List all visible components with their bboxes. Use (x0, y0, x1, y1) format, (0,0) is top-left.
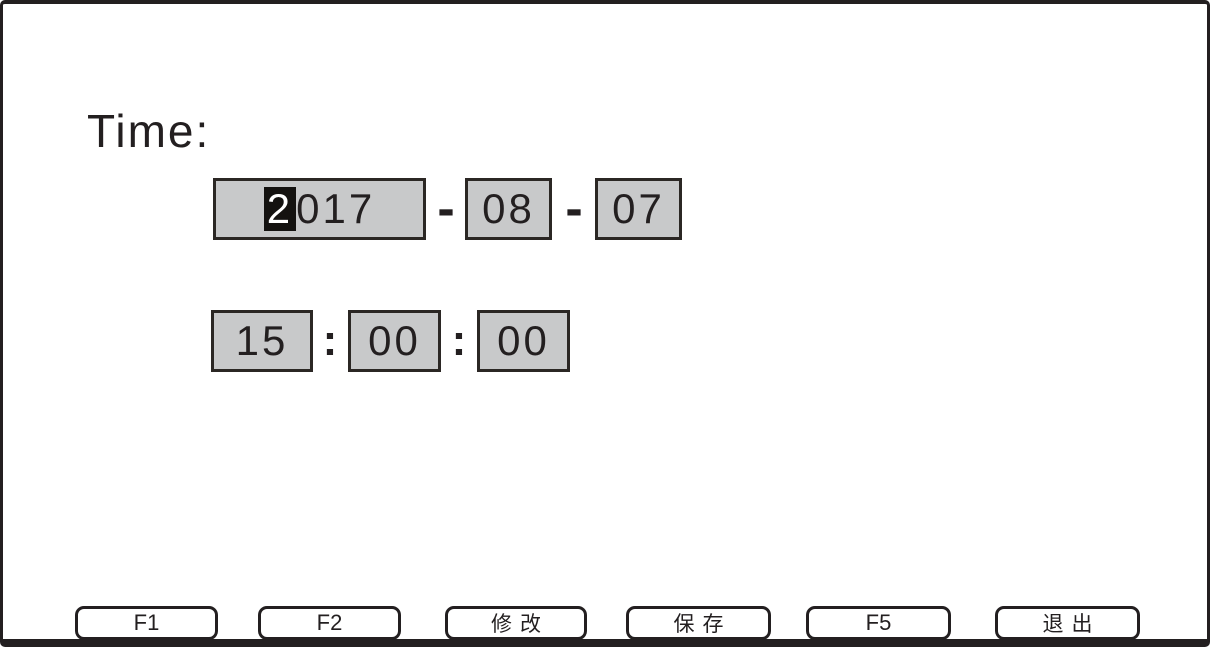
f2-button[interactable]: F2 (258, 606, 401, 640)
hour-value: 15 (235, 317, 289, 364)
year-field[interactable]: 2 017 (213, 178, 426, 240)
f1-button[interactable]: F1 (75, 606, 218, 640)
exit-button[interactable]: 退出 (995, 606, 1140, 640)
edit-cursor: 2 (263, 187, 297, 231)
month-field[interactable]: 08 (465, 178, 552, 240)
hour-field[interactable]: 15 (211, 310, 313, 372)
second-field[interactable]: 00 (477, 310, 570, 372)
save-button[interactable]: 保存 (626, 606, 771, 640)
day-field[interactable]: 07 (595, 178, 682, 240)
time-screen-title: Time: (87, 105, 211, 157)
date-separator: - (437, 180, 455, 238)
minute-value: 00 (368, 317, 421, 364)
day-value: 07 (612, 185, 665, 232)
minute-field[interactable]: 00 (348, 310, 441, 372)
modify-button[interactable]: 修改 (445, 606, 587, 640)
f5-button[interactable]: F5 (806, 606, 951, 640)
month-value: 08 (482, 185, 535, 232)
time-separator: : (322, 316, 338, 365)
time-separator: : (451, 316, 467, 365)
date-separator: - (565, 180, 583, 238)
second-value: 00 (497, 317, 550, 364)
year-value-rest: 017 (296, 185, 376, 232)
